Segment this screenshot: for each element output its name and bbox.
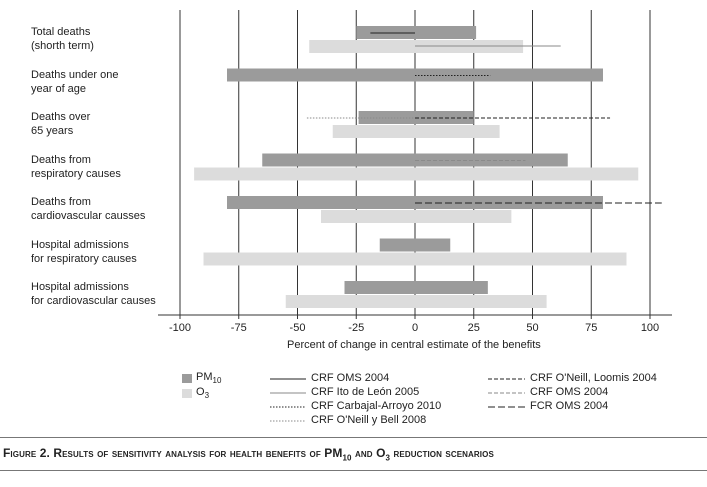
category-label-line: for cardiovascular causes <box>31 295 156 307</box>
category-label-line: Deaths over <box>31 111 91 123</box>
x-tick-label: 0 <box>411 322 419 334</box>
category-label-line: for respiratory causes <box>31 252 137 265</box>
category-label-line: Deaths from <box>31 196 91 208</box>
legend-label-main: PM <box>196 371 213 383</box>
category-label: Hospital admissions for cardiovascular ca… <box>31 280 156 308</box>
legend-swatch <box>182 374 192 383</box>
x-tick-label: 25 <box>467 322 480 334</box>
category-label-line: Deaths from <box>31 153 91 166</box>
caption-o-sub: 3 <box>385 453 391 463</box>
x-tick-label: 50 <box>526 322 539 334</box>
legend-swatches <box>182 374 525 422</box>
legend-label: O3 <box>196 386 209 400</box>
legend-label: CRF OMS 2004 <box>530 386 609 398</box>
category-label-line: Hospital admissions <box>31 281 129 293</box>
legend-label: FCR OMS 2004 <box>530 400 609 412</box>
legend-label: CRF Carbajal-Arroyo 2010 <box>311 400 442 412</box>
x-tick-label: -100 <box>168 322 192 334</box>
x-tick-label: 75 <box>585 322 598 334</box>
legend-label-main: O <box>196 386 205 398</box>
o3-bar <box>203 252 627 266</box>
x-axis-ticks <box>179 315 651 319</box>
o3-bar <box>332 125 500 138</box>
caption-suffix: reduction scenarios <box>390 446 494 460</box>
category-label: Deaths under one year of age <box>31 68 118 96</box>
category-label: Deaths from respiratory causes <box>31 153 121 181</box>
o3-bar <box>194 167 639 181</box>
legend-label: CRF OMS 2004 <box>311 372 390 384</box>
caption-pm: PM <box>324 446 343 460</box>
category-label-line: year of age <box>31 82 87 95</box>
x-tick-label: -75 <box>230 322 247 334</box>
category-label: Deaths over 65 years <box>31 110 90 138</box>
caption-bottom-rule <box>0 470 707 471</box>
x-tick-label: -25 <box>348 322 365 334</box>
caption-pm-sub: 10 <box>342 453 352 463</box>
category-label-line: (shorth term) <box>31 40 94 52</box>
category-label-line: 65 years <box>31 125 74 137</box>
legend-label: CRF O'Neill, Loomis 2004 <box>530 372 657 384</box>
legend-label: CRF Ito de León 2005 <box>311 386 420 398</box>
legend-label: CRF O'Neill y Bell 2008 <box>311 414 427 426</box>
sensitivity-chart <box>158 10 672 422</box>
legend-label-sub: 3 <box>204 391 210 401</box>
category-label-line: Total deaths <box>31 26 91 38</box>
figure-caption: Figure 2. Results of sensitivity analysi… <box>3 446 494 462</box>
category-label: Total deaths (shorth term) <box>31 25 94 53</box>
crf-lines <box>306 32 662 204</box>
x-axis-label: Percent of change in central estimate of… <box>287 339 541 351</box>
pm10-bar <box>344 281 488 294</box>
caption-and: and <box>351 446 377 460</box>
legend-label-sub: 10 <box>212 376 222 386</box>
pm10-bar <box>379 238 451 252</box>
o3-bar <box>321 210 512 223</box>
legend-label: PM10 <box>196 371 221 385</box>
pm10-bar <box>356 26 477 39</box>
o3-bar <box>285 295 547 308</box>
caption-o: O <box>376 446 386 460</box>
caption-top-rule <box>0 437 707 438</box>
category-label-line: cardiovascular causses <box>31 210 146 222</box>
range-bars <box>194 26 639 308</box>
category-label-line: respiratory causes <box>31 167 121 180</box>
category-label-line: Deaths under one <box>31 68 119 81</box>
category-label: Hospital admissions for respiratory cause… <box>31 238 137 266</box>
x-tick-label: -50 <box>289 322 306 334</box>
caption-prefix: Figure 2. Results of sensitivity analysi… <box>3 446 325 460</box>
category-label: Deaths from cardiovascular causses <box>31 195 145 223</box>
category-label-line: Hospital admissions <box>31 238 129 251</box>
legend-swatch <box>182 389 192 398</box>
x-tick-label: 100 <box>640 322 660 334</box>
